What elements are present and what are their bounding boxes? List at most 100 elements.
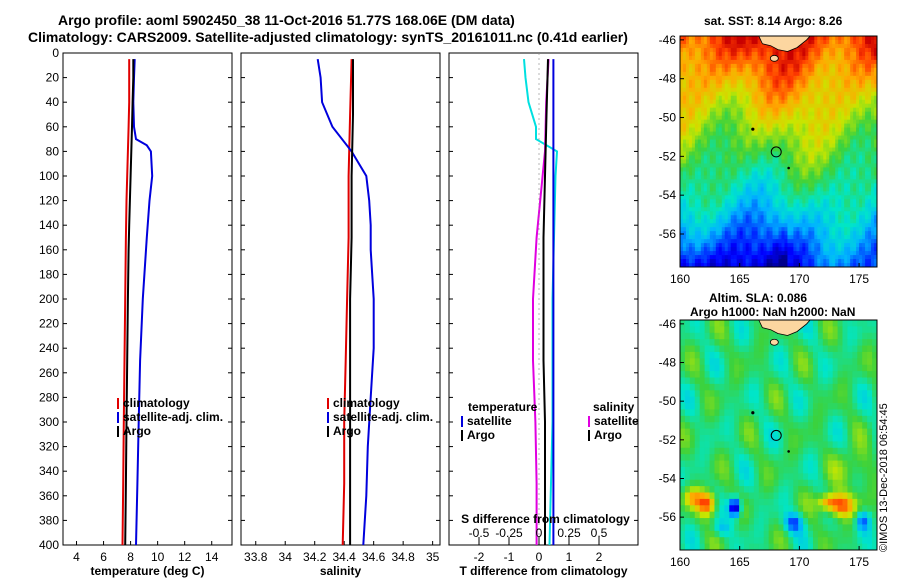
sst-map-cell bbox=[769, 251, 773, 256]
sst-map-cell bbox=[724, 71, 729, 77]
sst-map-cell bbox=[796, 191, 800, 196]
sst-map-cell bbox=[817, 59, 821, 65]
sst-map-cell bbox=[697, 79, 702, 85]
sst-map-cell bbox=[853, 215, 857, 220]
sst-map-cell bbox=[748, 111, 753, 117]
sst-map-cell bbox=[805, 223, 809, 228]
sst-map-cell bbox=[760, 155, 764, 160]
sst-map-cell bbox=[808, 171, 812, 176]
sst-map-cell bbox=[835, 47, 839, 53]
sst-map-cell bbox=[733, 179, 738, 184]
sst-map-cell bbox=[820, 183, 824, 188]
sst-map-cell bbox=[799, 107, 803, 113]
sst-map-cell bbox=[745, 207, 750, 212]
sst-map-cell bbox=[802, 67, 806, 73]
sst-map-cell bbox=[751, 147, 756, 152]
sla-map-cell bbox=[689, 454, 696, 461]
sst-map-cell bbox=[745, 215, 750, 220]
sst-map-cell bbox=[802, 99, 806, 105]
sla-map-cell bbox=[739, 435, 745, 442]
sst-map-cell bbox=[838, 243, 842, 248]
sla-map-cell bbox=[734, 351, 740, 359]
sst-map-cell bbox=[715, 91, 720, 97]
sla-map-cell bbox=[778, 505, 784, 513]
sst-map-cell bbox=[691, 147, 696, 152]
sst-map-cell bbox=[808, 239, 812, 244]
sla-map-cell bbox=[793, 377, 799, 385]
sla-map-cell bbox=[719, 454, 725, 461]
sst-map-cell bbox=[862, 67, 866, 73]
sst-map-cell bbox=[685, 63, 690, 69]
sst-map-cell bbox=[739, 259, 744, 264]
sst-map-cell bbox=[709, 79, 714, 85]
sla-map-cell bbox=[689, 364, 696, 372]
sst-map-cell bbox=[685, 71, 690, 77]
sst-map-cell bbox=[868, 115, 872, 121]
sst-map-cell bbox=[805, 163, 809, 168]
sst-map-cell bbox=[685, 247, 690, 252]
sst-map-cell bbox=[787, 183, 791, 188]
sla-map-cell bbox=[719, 473, 725, 481]
sst-map-cell bbox=[772, 147, 776, 152]
sst-map-cell bbox=[772, 79, 776, 85]
sst-map-cell bbox=[739, 143, 744, 148]
temperature-legend-label: satellite-adj. clim. bbox=[123, 410, 223, 424]
sla-map-cell bbox=[783, 498, 789, 506]
sst-map-cell bbox=[739, 199, 744, 204]
sst-map-cell bbox=[700, 183, 705, 188]
sst-map-cell bbox=[700, 107, 705, 113]
sst-map-cell bbox=[874, 131, 878, 136]
sst-map-cell bbox=[691, 36, 696, 41]
sst-map-cell bbox=[763, 163, 767, 168]
sst-map-cell bbox=[703, 199, 708, 204]
sst-map-cell bbox=[680, 159, 684, 164]
sst-map-cell bbox=[706, 183, 711, 188]
sst-map-cell bbox=[784, 167, 788, 172]
sst-map-cell bbox=[805, 135, 809, 140]
sla-map-cell bbox=[753, 390, 760, 398]
sst-map-cell bbox=[808, 223, 812, 228]
sst-map-cell bbox=[853, 159, 857, 164]
sst-map-cell bbox=[751, 55, 756, 61]
sst-map-cell bbox=[844, 43, 848, 49]
sst-map-cell bbox=[742, 231, 747, 236]
sst-map-cell bbox=[841, 91, 845, 97]
sst-map-cell bbox=[730, 36, 735, 41]
sst-map-cell bbox=[739, 211, 744, 216]
sla-map-cell bbox=[684, 441, 691, 449]
sla-map-cell bbox=[753, 403, 760, 410]
sst-map-cell bbox=[763, 67, 767, 73]
sla-map-cell bbox=[694, 403, 701, 410]
sst-map-cell bbox=[736, 55, 741, 61]
depth-tick-label: 200 bbox=[39, 292, 59, 306]
sst-map-cell bbox=[787, 103, 791, 109]
sst-map-cell bbox=[760, 239, 764, 244]
sst-map-cell bbox=[718, 159, 723, 164]
sla-map-cell bbox=[768, 409, 774, 417]
sst-map-cell bbox=[688, 43, 693, 49]
sst-map-cell bbox=[787, 95, 791, 101]
sst-map-cell bbox=[691, 171, 696, 176]
sla-map-cell bbox=[680, 409, 686, 417]
sla-map-cell bbox=[753, 486, 760, 493]
sst-map-cell bbox=[763, 255, 767, 260]
sst-map-cell bbox=[796, 207, 800, 212]
sla-map-cell bbox=[729, 479, 735, 487]
sst-map-cell bbox=[865, 99, 869, 105]
sst-map-cell bbox=[680, 219, 684, 224]
sla-map-cell bbox=[724, 377, 730, 385]
sla-map-cell bbox=[788, 543, 794, 551]
sst-map-cell bbox=[787, 83, 791, 89]
sst-map-cell bbox=[838, 103, 842, 109]
sst-map-cell bbox=[769, 127, 773, 132]
sst-map-cell bbox=[769, 167, 773, 172]
sst-map-cell bbox=[868, 103, 872, 109]
sla-map-cell bbox=[763, 332, 770, 340]
sst-map-cell bbox=[772, 227, 776, 232]
sst-map-cell bbox=[859, 115, 863, 121]
sst-map-cell bbox=[835, 111, 839, 117]
sst-map-cell bbox=[688, 231, 693, 236]
sst-map-cell bbox=[826, 183, 830, 188]
sst-map-cell bbox=[787, 107, 791, 113]
sst-map-cell bbox=[700, 87, 705, 93]
